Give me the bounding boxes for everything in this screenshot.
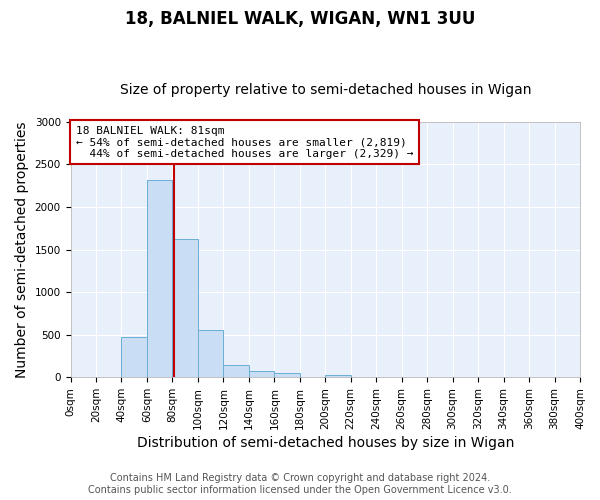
Bar — [121, 338, 147, 378]
Bar — [198, 330, 223, 378]
Bar — [274, 373, 300, 378]
Text: 18, BALNIEL WALK, WIGAN, WN1 3UU: 18, BALNIEL WALK, WIGAN, WN1 3UU — [125, 10, 475, 28]
Bar — [325, 375, 351, 378]
Bar — [249, 370, 274, 378]
Bar — [172, 240, 198, 378]
Text: Contains HM Land Registry data © Crown copyright and database right 2024.
Contai: Contains HM Land Registry data © Crown c… — [88, 474, 512, 495]
Text: 18 BALNIEL WALK: 81sqm
← 54% of semi-detached houses are smaller (2,819)
  44% o: 18 BALNIEL WALK: 81sqm ← 54% of semi-det… — [76, 126, 413, 159]
Title: Size of property relative to semi-detached houses in Wigan: Size of property relative to semi-detach… — [119, 83, 531, 97]
Y-axis label: Number of semi-detached properties: Number of semi-detached properties — [15, 122, 29, 378]
X-axis label: Distribution of semi-detached houses by size in Wigan: Distribution of semi-detached houses by … — [137, 436, 514, 450]
Bar — [223, 364, 249, 378]
Bar — [147, 180, 172, 378]
